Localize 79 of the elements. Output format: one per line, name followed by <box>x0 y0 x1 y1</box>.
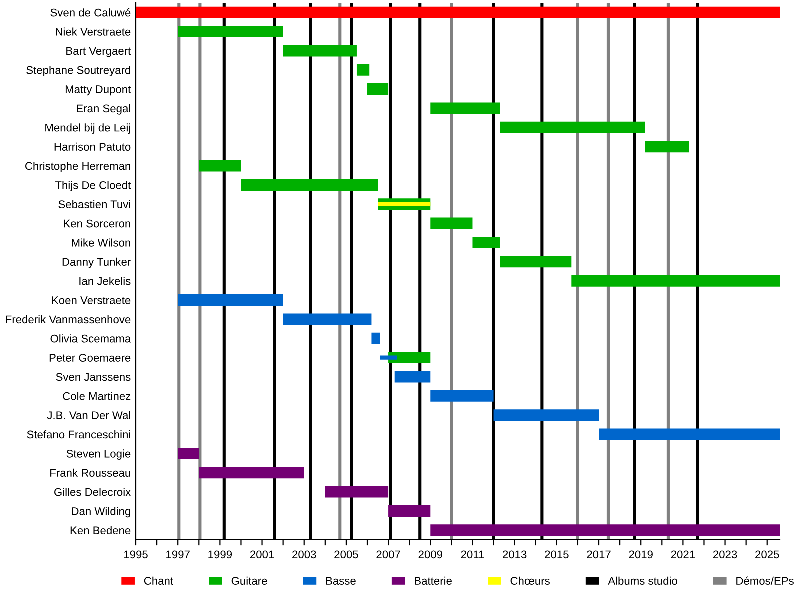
bar <box>325 486 389 498</box>
y-tick-label: Stephane Soutreyard <box>26 66 130 76</box>
x-tick-label: 2011 <box>461 550 484 559</box>
x-tick-label: 2009 <box>418 550 442 559</box>
y-tick-label: Harrison Patuto <box>54 142 131 151</box>
y-tick-label: Bart Vergaert <box>66 47 132 58</box>
y-tick-label: Cole Martinez <box>63 392 131 400</box>
y-tick-label: Matty Dupont <box>66 86 132 96</box>
y-tick-label: Frank Rousseau <box>50 468 130 478</box>
y-tick-label: Mendel bij de Leij <box>46 124 130 134</box>
bar <box>388 505 431 517</box>
y-tick-label: Koen Verstraete <box>52 296 131 304</box>
x-tick-label: 2005 <box>334 550 358 559</box>
y-tick-label: Danny Tunker <box>62 258 131 268</box>
bar <box>199 160 242 172</box>
bar <box>372 332 380 344</box>
y-tick-label: Christophe Herreman <box>25 162 130 172</box>
bar <box>241 179 378 191</box>
y-tick-label: Steven Logie <box>66 450 131 460</box>
x-tick-label: 2001 <box>250 550 274 559</box>
legend-label: Basse <box>326 577 356 586</box>
legend-label: Batterie <box>415 576 452 586</box>
x-tick-label: 1999 <box>208 550 232 559</box>
y-tick-label: Dan Wilding <box>72 507 130 518</box>
legend-label: Chœurs <box>510 576 550 586</box>
bar <box>430 218 473 230</box>
bar <box>599 428 780 440</box>
y-tick-label: Frederik Vanmassenhove <box>6 315 131 324</box>
bar <box>472 236 500 248</box>
bar <box>430 390 494 402</box>
y-tick-label: Ken Bedene <box>70 526 131 535</box>
x-tick-label: 2007 <box>376 550 400 559</box>
bar <box>368 84 389 96</box>
bar <box>430 524 780 536</box>
x-tick-label: 1995 <box>124 550 148 559</box>
bar <box>356 64 370 76</box>
bar <box>178 26 284 38</box>
bar <box>494 410 600 422</box>
y-tick-label: J.B. Van Der Wal <box>47 411 130 420</box>
legend-label: Chant <box>144 576 174 586</box>
bar <box>178 294 284 306</box>
y-tick-label: Stefano Franceschini <box>27 430 130 439</box>
y-tick-label: Niek Verstraete <box>56 28 131 36</box>
y-tick-label: Sven de Caluwé <box>50 8 131 17</box>
legend-label: Guitare <box>232 576 268 586</box>
bar <box>199 467 304 479</box>
y-tick-label: Thijs De Cloedt <box>55 181 132 192</box>
y-tick-label: Ian Jekelis <box>80 277 131 286</box>
y-tick-label: Gilles Delecroix <box>54 488 132 496</box>
x-tick-label: 2019 <box>629 550 653 559</box>
x-tick-label: 1997 <box>166 550 190 559</box>
y-tick-label: Peter Goemaere <box>50 354 131 362</box>
x-tick-label: 2013 <box>503 550 527 559</box>
legend-label: Démos/EPs <box>736 576 794 586</box>
bar <box>645 141 690 153</box>
bar <box>500 122 646 134</box>
bar <box>394 371 431 383</box>
bar <box>572 275 780 287</box>
x-tick-label: 2017 <box>587 550 611 559</box>
bar <box>283 45 357 57</box>
y-tick-label: Sven Janssens <box>56 373 131 382</box>
x-tick-label: 2015 <box>545 550 569 559</box>
bar <box>178 448 200 460</box>
x-tick-label: 2003 <box>292 550 316 559</box>
x-tick-label: 2023 <box>713 550 738 559</box>
bar <box>430 102 500 114</box>
y-tick-label: Olivia Scemama <box>50 334 132 343</box>
bar <box>388 352 431 364</box>
legend-label: Albums studio <box>608 576 678 586</box>
bar <box>500 256 572 268</box>
x-tick-label: 2021 <box>671 550 696 559</box>
y-tick-label: Sebastien Tuvi <box>58 200 130 209</box>
y-tick-label: Eran Segal <box>77 104 130 115</box>
y-tick-label: Mike Wilson <box>72 238 130 247</box>
bar <box>283 314 372 326</box>
bar <box>378 202 431 206</box>
bar <box>136 6 780 18</box>
y-tick-label: Ken Sorceron <box>64 220 130 228</box>
x-tick-label: 2025 <box>756 550 780 559</box>
